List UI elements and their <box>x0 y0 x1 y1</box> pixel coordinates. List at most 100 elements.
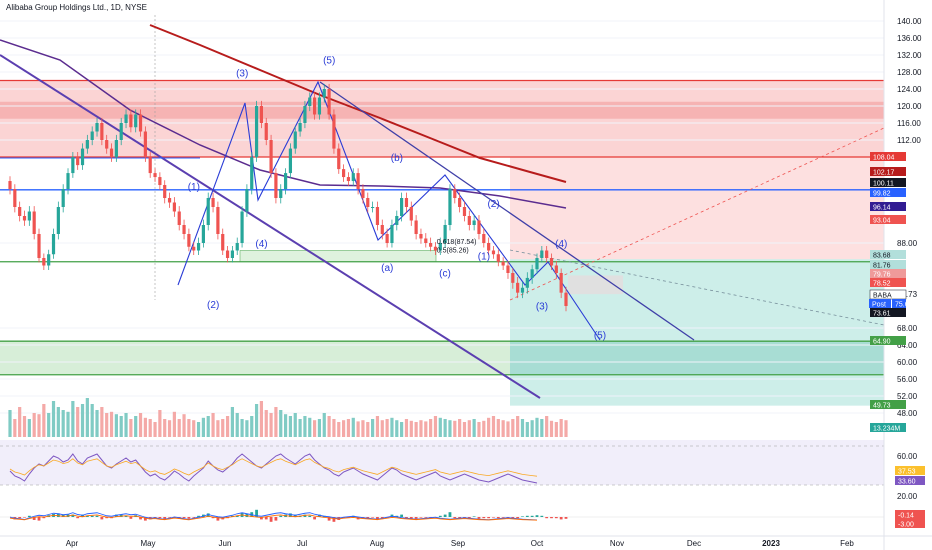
candle[interactable] <box>66 173 70 189</box>
candle[interactable] <box>424 238 428 244</box>
candle[interactable] <box>312 97 317 115</box>
candle[interactable] <box>342 169 346 178</box>
candle[interactable] <box>293 131 297 149</box>
candle[interactable] <box>76 157 80 166</box>
candle[interactable] <box>491 250 496 255</box>
candle[interactable] <box>371 207 375 208</box>
candle[interactable] <box>279 189 283 198</box>
candle[interactable] <box>51 234 56 255</box>
candle[interactable] <box>250 157 254 189</box>
candle[interactable] <box>216 207 220 234</box>
candle[interactable] <box>404 198 409 207</box>
candle[interactable] <box>375 207 380 225</box>
candle[interactable] <box>462 207 467 216</box>
candle[interactable] <box>472 220 476 226</box>
candle[interactable] <box>254 106 259 158</box>
candle[interactable] <box>245 189 249 212</box>
candle[interactable] <box>56 207 60 234</box>
candle[interactable] <box>453 189 457 198</box>
candle[interactable] <box>90 131 94 141</box>
candle[interactable] <box>221 234 225 251</box>
candle[interactable] <box>361 189 365 198</box>
candle[interactable] <box>395 216 399 225</box>
candle[interactable] <box>400 198 404 216</box>
candle[interactable] <box>13 189 17 207</box>
candle[interactable] <box>187 234 191 247</box>
candle[interactable] <box>308 97 312 107</box>
candle[interactable] <box>288 148 293 174</box>
candle[interactable] <box>32 211 36 235</box>
candle[interactable] <box>516 282 520 293</box>
candle[interactable] <box>22 216 27 221</box>
candle[interactable] <box>259 106 264 123</box>
candle[interactable] <box>506 265 510 274</box>
macd-pane[interactable] <box>0 509 884 522</box>
candle[interactable] <box>443 225 447 243</box>
candle[interactable] <box>501 261 505 266</box>
candle[interactable] <box>487 243 491 251</box>
candle[interactable] <box>545 250 549 259</box>
candle[interactable] <box>177 211 181 226</box>
candle[interactable] <box>303 106 307 123</box>
candle[interactable] <box>511 273 515 283</box>
candle[interactable] <box>8 181 12 189</box>
candle[interactable] <box>429 243 433 247</box>
candle[interactable] <box>448 189 452 225</box>
candle[interactable] <box>380 225 384 234</box>
candle[interactable] <box>105 140 109 149</box>
candle[interactable] <box>458 198 462 207</box>
candle[interactable] <box>37 234 41 258</box>
candle[interactable] <box>283 173 288 189</box>
candle[interactable] <box>143 131 147 158</box>
candle[interactable] <box>525 277 529 288</box>
candle[interactable] <box>477 220 481 235</box>
candle[interactable] <box>337 148 341 170</box>
candle[interactable] <box>119 123 123 140</box>
candle[interactable] <box>42 258 46 266</box>
candle[interactable] <box>85 140 89 149</box>
candle[interactable] <box>196 243 201 251</box>
time-axis[interactable]: Apr May Jun Jul Aug Sep Oct Nov Dec 2023 Feb <box>0 535 932 548</box>
candle[interactable] <box>182 225 186 234</box>
candle[interactable] <box>225 250 230 259</box>
candle[interactable] <box>211 198 215 207</box>
candle[interactable] <box>385 234 389 243</box>
candle[interactable] <box>540 250 544 259</box>
candle[interactable] <box>158 177 162 186</box>
candle[interactable] <box>129 114 133 128</box>
candle[interactable] <box>564 292 568 307</box>
rsi-pane[interactable] <box>0 445 884 486</box>
candle[interactable] <box>153 173 157 178</box>
candle[interactable] <box>356 173 360 189</box>
candle[interactable] <box>27 211 31 221</box>
candle[interactable] <box>351 173 355 182</box>
candle[interactable] <box>163 185 167 198</box>
candle[interactable] <box>438 243 442 251</box>
candle[interactable] <box>332 114 336 149</box>
candle[interactable] <box>409 207 413 221</box>
candle[interactable] <box>559 273 563 293</box>
candle[interactable] <box>240 211 244 244</box>
candle[interactable] <box>95 123 99 132</box>
candle[interactable] <box>80 148 85 166</box>
candle[interactable] <box>18 207 22 216</box>
candle[interactable] <box>530 269 534 278</box>
candle[interactable] <box>322 89 326 98</box>
candle[interactable] <box>172 202 176 212</box>
candle[interactable] <box>264 123 268 140</box>
candle[interactable] <box>71 157 75 174</box>
price-axis[interactable]: 140.00 136.00 132.00 128.00 124.00 120.00 116.… <box>883 0 922 550</box>
candle[interactable] <box>47 254 51 266</box>
candle[interactable] <box>419 234 423 239</box>
candle[interactable] <box>100 123 104 140</box>
candle[interactable] <box>230 250 234 259</box>
candle[interactable] <box>390 225 394 243</box>
candle[interactable] <box>554 265 558 274</box>
candle[interactable] <box>535 258 539 270</box>
candles-layer[interactable] <box>8 83 568 312</box>
candle[interactable] <box>124 114 128 124</box>
candle[interactable] <box>274 173 278 198</box>
candle[interactable] <box>414 220 418 235</box>
candle[interactable] <box>114 140 118 158</box>
